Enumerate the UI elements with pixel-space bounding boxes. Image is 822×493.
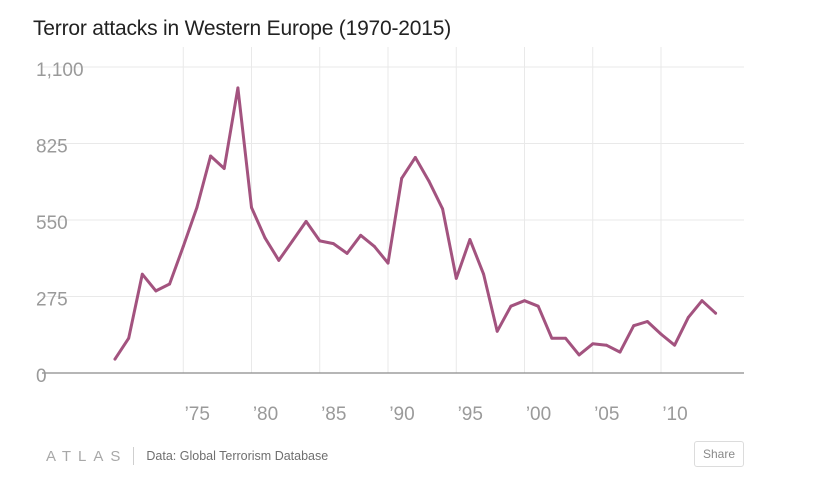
data-point bbox=[386, 261, 390, 265]
data-point bbox=[454, 277, 458, 280]
data-point bbox=[345, 251, 349, 255]
series-layer bbox=[113, 86, 718, 361]
tick-labels: 0 275 550 825 1,100 ’75 ’80 ’85 ’90 ’95 ’00 ’05 ’10 bbox=[36, 60, 688, 425]
data-point bbox=[127, 336, 131, 340]
data-point bbox=[482, 272, 485, 276]
data-point bbox=[140, 272, 144, 276]
data-point bbox=[359, 233, 363, 237]
data-point bbox=[441, 207, 444, 211]
data-point bbox=[700, 299, 704, 303]
data-point bbox=[113, 357, 117, 361]
data-point bbox=[495, 329, 499, 333]
data-point bbox=[277, 258, 281, 262]
data-point bbox=[195, 206, 199, 209]
data-point bbox=[209, 154, 212, 158]
data-point bbox=[591, 342, 595, 346]
data-point bbox=[372, 245, 376, 248]
data-point bbox=[263, 236, 267, 240]
data-point bbox=[577, 353, 581, 357]
atlas-logo: ATLAS bbox=[46, 447, 128, 465]
data-point bbox=[564, 336, 567, 340]
data-point bbox=[332, 242, 335, 246]
data-point bbox=[250, 206, 253, 209]
x-tick-label: ’85 bbox=[321, 404, 346, 425]
data-point bbox=[154, 289, 158, 293]
data-point bbox=[318, 239, 322, 243]
y-tick-label: 550 bbox=[36, 213, 68, 234]
data-point bbox=[168, 282, 172, 286]
data-point bbox=[536, 304, 540, 308]
data-source: Data: Global Terrorism Database bbox=[146, 449, 329, 463]
data-point bbox=[714, 311, 717, 315]
data-point bbox=[645, 320, 649, 323]
data-point bbox=[659, 332, 663, 336]
x-tick-label: ’05 bbox=[594, 404, 619, 425]
x-tick-label: ’00 bbox=[526, 404, 551, 425]
series-line-terror-attacks bbox=[113, 86, 718, 361]
data-point bbox=[618, 350, 622, 354]
x-tick-label: ’80 bbox=[253, 404, 278, 425]
x-tick-label: ’75 bbox=[185, 404, 210, 425]
data-point bbox=[304, 219, 308, 223]
y-tick-label: 0 bbox=[36, 366, 47, 387]
y-tick-label: 275 bbox=[36, 290, 68, 311]
data-point bbox=[673, 343, 677, 347]
data-point bbox=[468, 238, 472, 241]
footer-divider bbox=[133, 447, 135, 465]
data-point bbox=[413, 156, 417, 159]
data-point bbox=[427, 179, 431, 183]
y-tick-label: 825 bbox=[36, 137, 68, 158]
footer: ATLAS Data: Global Terrorism Database bbox=[46, 444, 328, 468]
data-point bbox=[632, 324, 636, 328]
x-tick-label: ’10 bbox=[662, 404, 687, 425]
grid bbox=[42, 47, 744, 373]
y-tick-label: 1,100 bbox=[36, 60, 84, 81]
data-point bbox=[509, 304, 513, 308]
data-point bbox=[181, 245, 185, 248]
share-button[interactable]: Share bbox=[694, 441, 744, 467]
x-tick-label: ’95 bbox=[458, 404, 483, 425]
data-point bbox=[686, 315, 690, 319]
data-point bbox=[236, 86, 240, 90]
x-tick-label: ’90 bbox=[389, 404, 414, 425]
data-point bbox=[222, 167, 226, 170]
data-point bbox=[523, 299, 526, 303]
data-point bbox=[291, 239, 294, 243]
data-point bbox=[400, 176, 404, 180]
line-chart: 0 275 550 825 1,100 ’75 ’80 ’85 ’90 ’95 ’00 ’05 ’10 bbox=[36, 47, 744, 425]
data-point bbox=[605, 343, 608, 347]
data-point bbox=[550, 336, 554, 340]
chart-title: Terror attacks in Western Europe (1970-2… bbox=[33, 17, 452, 40]
